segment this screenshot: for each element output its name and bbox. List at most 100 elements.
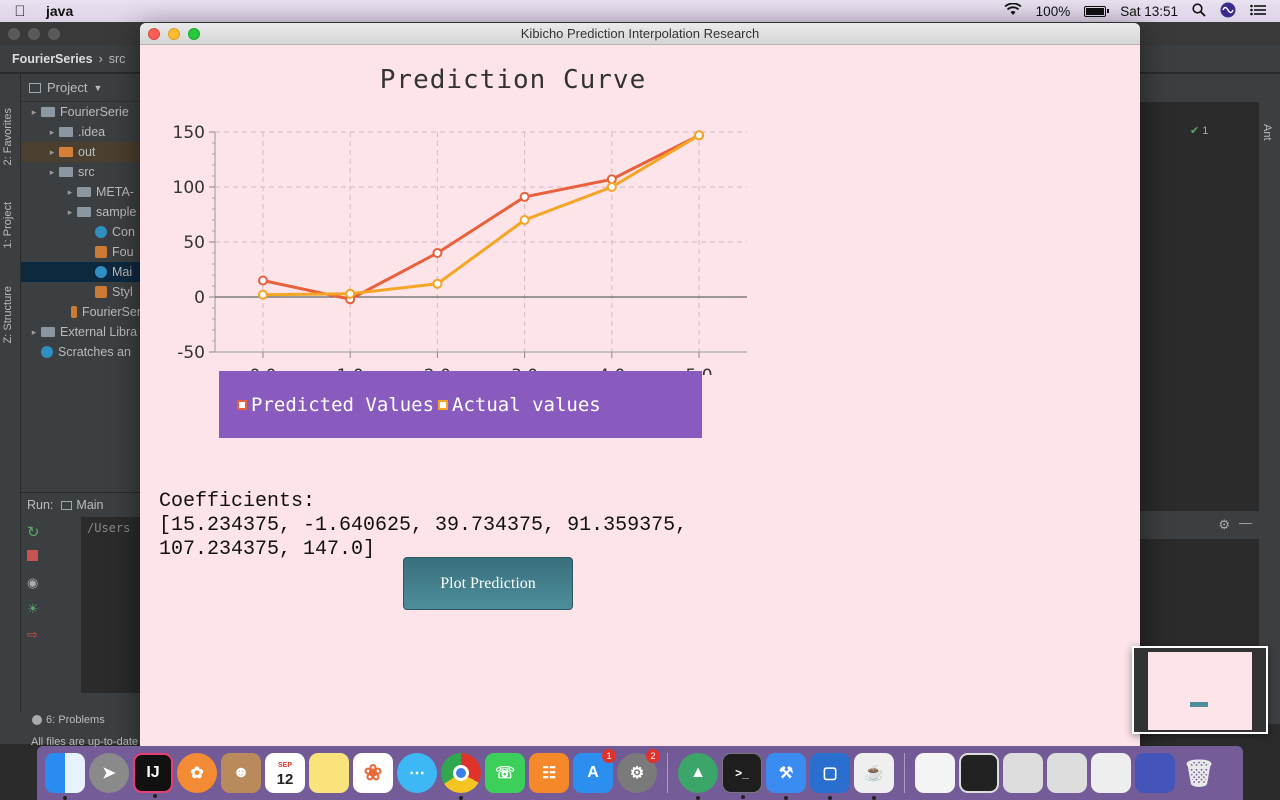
ide-status-bar: 6: Problems All files are up-to-date bbox=[0, 712, 141, 748]
tree-item[interactable]: ▸ META- bbox=[21, 182, 141, 202]
trash-icon[interactable]: 🗑 bbox=[1182, 757, 1216, 788]
plot-prediction-button[interactable]: Plot Prediction bbox=[403, 557, 573, 610]
system-preferences-icon[interactable]: ⚙ 2 bbox=[617, 749, 660, 793]
messages-icon[interactable]: ⋯ bbox=[397, 753, 437, 793]
intellij-icon[interactable]: IJ bbox=[133, 753, 173, 798]
minimized-window-icon[interactable] bbox=[1003, 753, 1043, 793]
breadcrumb-src[interactable]: src bbox=[108, 51, 126, 66]
tree-expand-icon[interactable]: ▸ bbox=[49, 146, 55, 157]
battery-icon[interactable] bbox=[1084, 5, 1110, 17]
problems-tab[interactable]: 6: Problems bbox=[32, 714, 105, 726]
close-window-button[interactable] bbox=[148, 28, 160, 40]
tree-expand-icon[interactable]: ▸ bbox=[49, 166, 55, 177]
x-tick-label: 0.0 bbox=[249, 366, 276, 375]
chrome-window-icon[interactable] bbox=[1091, 753, 1131, 793]
wifi-icon[interactable] bbox=[1004, 2, 1022, 19]
screenshot-window-icon[interactable] bbox=[959, 753, 999, 793]
stop-icon[interactable] bbox=[27, 549, 77, 575]
tree-expand-icon[interactable]: ▸ bbox=[31, 106, 37, 117]
tree-item[interactable]: ▸ External Libra bbox=[21, 322, 141, 342]
spotlight-search-icon[interactable] bbox=[1192, 2, 1206, 20]
minimized-window-icon-2[interactable] bbox=[1047, 753, 1087, 793]
app-menu-name[interactable]: java bbox=[46, 3, 74, 19]
clock[interactable]: Sat 13:51 bbox=[1120, 3, 1178, 19]
data-point-actual bbox=[432, 278, 443, 289]
tree-expand-icon[interactable]: ▸ bbox=[31, 326, 37, 337]
calendar-icon[interactable]: SEP 12 bbox=[265, 753, 305, 793]
rerun-icon[interactable]: ↻ bbox=[27, 524, 40, 541]
xcode-icon[interactable]: ⚒ bbox=[766, 753, 806, 800]
photos-icon[interactable]: ❀ bbox=[353, 753, 393, 793]
device-icon[interactable] bbox=[1135, 753, 1175, 793]
ide-close-button[interactable] bbox=[8, 28, 20, 40]
ant-tab[interactable]: Ant bbox=[1261, 124, 1273, 141]
thumbnail-app-window bbox=[1148, 652, 1252, 730]
chart-title: Prediction Curve bbox=[379, 65, 647, 95]
chart-series bbox=[257, 130, 705, 305]
tree-item[interactable]: ▸ .idea bbox=[21, 122, 141, 142]
tree-item[interactable]: ▸ out bbox=[21, 142, 141, 162]
x-tick-label: 3.0 bbox=[511, 366, 538, 375]
zoom-window-button[interactable] bbox=[188, 28, 200, 40]
file-icon bbox=[95, 246, 107, 258]
contacts-icon[interactable]: ☻ bbox=[221, 753, 261, 793]
debug-icon[interactable]: ☀ bbox=[27, 601, 39, 616]
structure-tab[interactable]: Z: Structure bbox=[2, 286, 14, 344]
android-studio-icon[interactable]: ▲ bbox=[678, 753, 718, 800]
y-tick-label: -50 bbox=[177, 343, 205, 363]
tree-item[interactable]: Fou bbox=[21, 242, 141, 262]
tree-expand-icon[interactable]: ▸ bbox=[49, 126, 55, 137]
screenshot-thumbnail[interactable] bbox=[1132, 646, 1268, 734]
tree-item[interactable]: ▸ src bbox=[21, 162, 141, 182]
notification-center-icon[interactable] bbox=[1250, 4, 1266, 19]
gear-icon[interactable]: ⚙ bbox=[1218, 517, 1230, 532]
tree-item[interactable]: Styl bbox=[21, 282, 141, 302]
project-tab[interactable]: 1: Project bbox=[2, 202, 14, 249]
minimize-window-button[interactable] bbox=[168, 28, 180, 40]
tree-item[interactable]: Scratches an bbox=[21, 342, 141, 362]
ide-zoom-button[interactable] bbox=[48, 28, 60, 40]
finder-icon[interactable] bbox=[45, 753, 85, 800]
breadcrumb-project[interactable]: FourierSeries bbox=[12, 51, 93, 66]
ide-minimize-button[interactable] bbox=[28, 28, 40, 40]
chrome-icon[interactable] bbox=[441, 753, 481, 800]
tree-item[interactable]: Mai bbox=[21, 262, 141, 282]
java-icon[interactable]: ☕ bbox=[854, 753, 894, 800]
data-point-actual bbox=[345, 288, 356, 299]
exit-icon[interactable]: ⇨ bbox=[27, 627, 38, 642]
tree-item-label: Styl bbox=[112, 285, 133, 299]
battery-percent: 100% bbox=[1035, 3, 1071, 19]
tree-item[interactable]: FourierSer bbox=[21, 302, 141, 322]
legend-label-predicted: Predicted Values bbox=[251, 393, 435, 416]
minimize-panel-icon[interactable]: — bbox=[1239, 515, 1252, 530]
project-panel-header[interactable]: Project ▼ bbox=[21, 74, 141, 102]
terminal-icon[interactable]: >_ bbox=[722, 753, 762, 799]
simulator-icon[interactable]: ▢ bbox=[810, 753, 850, 800]
camera-icon[interactable]: ◉ bbox=[27, 575, 39, 590]
siri-icon[interactable] bbox=[1220, 2, 1236, 21]
apple-menu-icon[interactable]:  bbox=[0, 3, 40, 20]
chart-grid bbox=[215, 131, 747, 353]
run-config-tab[interactable]: Main bbox=[61, 498, 104, 512]
tree-item[interactable]: ▸ sample bbox=[21, 202, 141, 222]
tree-item-label: .idea bbox=[78, 125, 106, 139]
chevron-down-icon[interactable]: ▼ bbox=[93, 82, 103, 93]
books-icon[interactable]: ☷ bbox=[529, 753, 569, 793]
tree-item[interactable]: Con bbox=[21, 222, 141, 242]
tree-expand-icon[interactable]: ▸ bbox=[67, 186, 73, 197]
status-text: All files are up-to-date bbox=[31, 736, 138, 748]
x-tick-label: 5.0 bbox=[686, 366, 713, 375]
run-console-output[interactable]: /Users bbox=[81, 517, 141, 693]
tree-expand-icon[interactable]: ▸ bbox=[67, 206, 73, 217]
legend-marker-predicted bbox=[237, 399, 247, 410]
favorites-tab[interactable]: 2: Favorites bbox=[2, 108, 14, 166]
inspection-widget[interactable]: ✔ 1 bbox=[1140, 124, 1260, 146]
document-icon[interactable] bbox=[915, 753, 955, 793]
launchpad-icon[interactable]: ➤ bbox=[89, 753, 129, 793]
swift-playground-icon[interactable]: ✿ bbox=[177, 753, 217, 793]
tree-item[interactable]: ▸ FourierSerie bbox=[21, 102, 141, 122]
notes-icon[interactable] bbox=[309, 753, 349, 793]
facetime-icon[interactable]: ☏ bbox=[485, 753, 525, 793]
